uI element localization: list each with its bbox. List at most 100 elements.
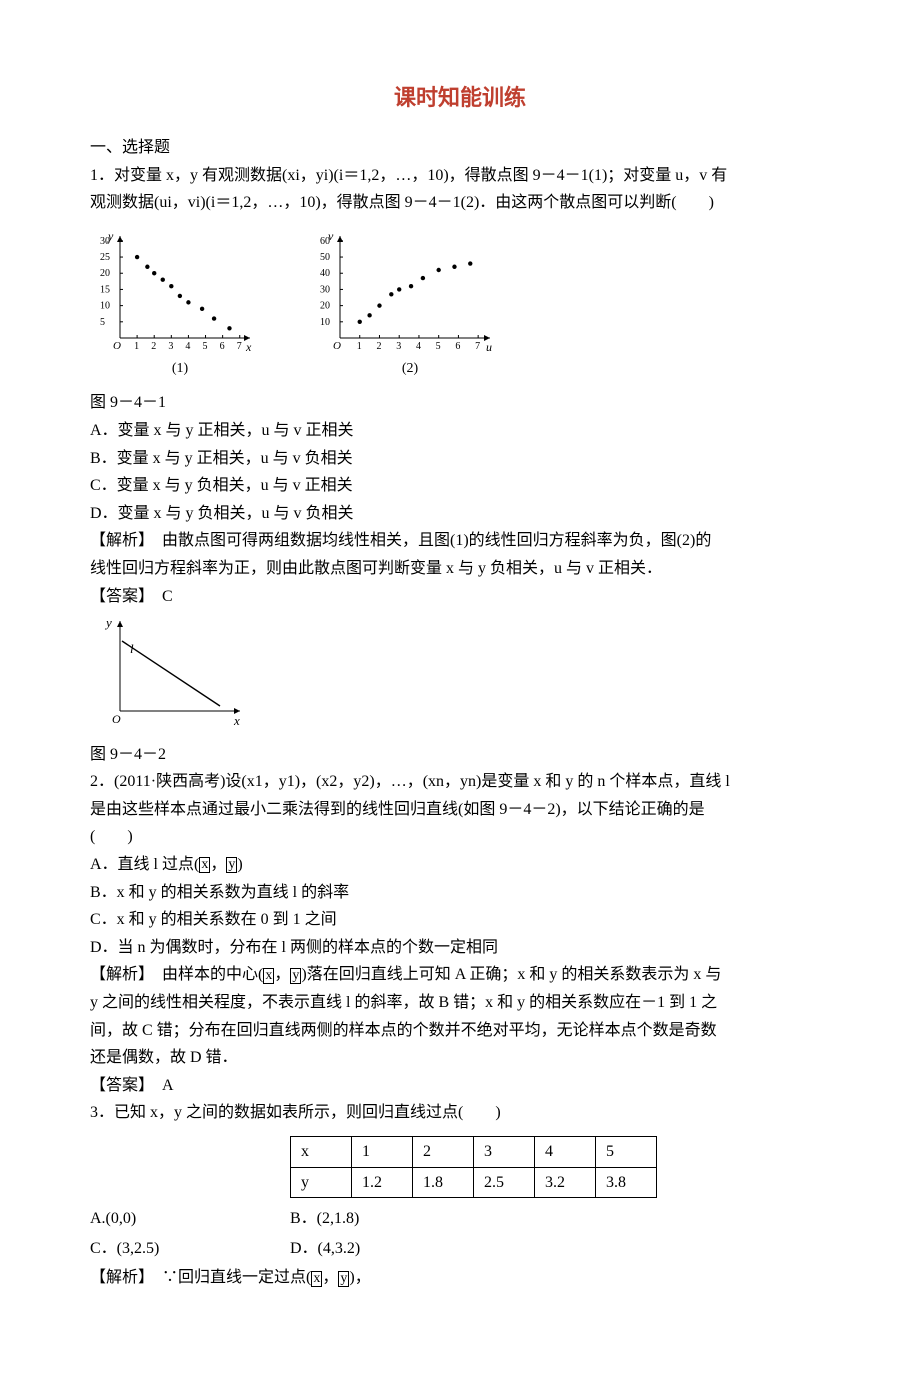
q2-expl-a-post: )落在回归直线上可知 A 正确；x 和 y 的相关系数表示为 x 与: [301, 966, 721, 983]
q3-expl-post: )，: [349, 1269, 370, 1286]
q1-option-c: C．变量 x 与 y 负相关，u 与 v 正相关: [90, 473, 830, 499]
cell: 2: [413, 1137, 474, 1168]
scatter-figure-row: 123456751015202530Oxy (1) 12345671020304…: [90, 226, 830, 380]
q3-stem: 3．已知 x，y 之间的数据如表所示，则回归直线过点( ): [90, 1100, 830, 1126]
svg-text:y: y: [104, 615, 112, 630]
q2-stem-line3: ( ): [90, 824, 830, 850]
cell: 1: [352, 1137, 413, 1168]
q3-explanation: 【解析】 ∵回归直线一定过点(x，y)，: [90, 1265, 830, 1291]
svg-text:4: 4: [185, 341, 190, 352]
svg-text:6: 6: [455, 341, 460, 352]
xbar-glyph: x: [311, 1271, 322, 1287]
q2-optA-post: ): [237, 856, 242, 873]
q2-option-b: B．x 和 y 的相关系数为直线 l 的斜率: [90, 880, 830, 906]
q2-expl-a-pre: 【解析】 由样本的中心(: [90, 966, 263, 983]
q3-expl-pre: 【解析】 ∵回归直线一定过点(: [90, 1269, 311, 1286]
svg-text:5: 5: [100, 317, 105, 328]
svg-text:25: 25: [100, 252, 110, 263]
q2-explanation-2: y 之间的线性相关程度，不表示直线 l 的斜率，故 B 错；x 和 y 的相关系…: [90, 990, 830, 1016]
q3-data-table: x 1 2 3 4 5 y 1.2 1.8 2.5 3.2 3.8: [290, 1136, 657, 1198]
q2-option-a: A．直线 l 过点(x，y): [90, 852, 830, 878]
svg-text:10: 10: [320, 317, 330, 328]
svg-text:3: 3: [168, 341, 173, 352]
svg-text:6: 6: [220, 341, 225, 352]
svg-text:u: u: [486, 340, 492, 354]
q1-stem-line1: 1．对变量 x，y 有观测数据(xi，yi)(i＝1,2，…，10)，得散点图 …: [90, 163, 830, 189]
ybar-glyph: y: [338, 1271, 349, 1287]
svg-text:50: 50: [320, 252, 330, 263]
q1-option-b: B．变量 x 与 y 正相关，u 与 v 负相关: [90, 446, 830, 472]
q1-answer: 【答案】 C: [90, 584, 830, 610]
comma: ，: [322, 1269, 338, 1286]
svg-text:2: 2: [376, 341, 381, 352]
q2-answer: 【答案】 A: [90, 1073, 830, 1099]
svg-text:x: x: [233, 713, 240, 728]
scatter-2-caption: (2): [402, 358, 418, 380]
svg-text:O: O: [333, 340, 341, 352]
ybar-glyph: y: [290, 968, 301, 984]
svg-text:40: 40: [320, 268, 330, 279]
svg-text:5: 5: [436, 341, 441, 352]
q2-stem-line1: 2．(2011·陕西高考)设(x1，y1)，(x2，y2)，…，(xn，yn)是…: [90, 769, 830, 795]
q1-figure-label: 图 9－4－1: [90, 390, 830, 416]
cell: 3.2: [535, 1167, 596, 1198]
q2-explanation-1: 【解析】 由样本的中心(x，y)落在回归直线上可知 A 正确；x 和 y 的相关…: [90, 962, 830, 988]
svg-text:7: 7: [475, 341, 480, 352]
q2-option-d: D．当 n 为偶数时，分布在 l 两侧的样本点的个数一定相同: [90, 935, 830, 961]
page-title: 课时知能训练: [90, 80, 830, 115]
svg-text:O: O: [113, 340, 121, 352]
scatter-1-caption: (1): [172, 358, 188, 380]
table-row: y 1.2 1.8 2.5 3.2 3.8: [291, 1167, 657, 1198]
xbar-glyph: x: [263, 968, 274, 984]
cell: 4: [535, 1137, 596, 1168]
scatter-2-svg: 1234567102030405060Ouv: [310, 226, 510, 356]
svg-text:l: l: [130, 641, 134, 656]
scatter-chart-2: 1234567102030405060Ouv (2): [310, 226, 510, 380]
svg-text:1: 1: [357, 341, 362, 352]
cell: 1.2: [352, 1167, 413, 1198]
cell: x: [291, 1137, 352, 1168]
comma: ，: [210, 856, 226, 873]
cell: 1.8: [413, 1167, 474, 1198]
q1-explanation-1: 【解析】 由散点图可得两组数据均线性相关，且图(1)的线性回归方程斜率为负，图(…: [90, 528, 830, 554]
svg-text:4: 4: [416, 341, 421, 352]
q2-optA-pre: A．直线 l 过点(: [90, 856, 199, 873]
svg-text:20: 20: [320, 301, 330, 312]
q3-option-a: A.(0,0): [90, 1206, 290, 1232]
svg-text:7: 7: [237, 341, 242, 352]
q2-explanation-4: 还是偶数，故 D 错．: [90, 1045, 830, 1071]
cell: 3.8: [596, 1167, 657, 1198]
svg-text:O: O: [112, 712, 121, 726]
cell: y: [291, 1167, 352, 1198]
q2-option-c: C．x 和 y 的相关系数在 0 到 1 之间: [90, 907, 830, 933]
svg-text:20: 20: [100, 268, 110, 279]
cell: 5: [596, 1137, 657, 1168]
svg-text:3: 3: [396, 341, 401, 352]
q2-stem-line2: 是由这些样本点通过最小二乘法得到的线性回归直线(如图 9－4－2)，以下结论正确…: [90, 797, 830, 823]
svg-text:15: 15: [100, 284, 110, 295]
comma: ，: [274, 966, 290, 983]
svg-text:x: x: [245, 340, 252, 354]
cell: 3: [474, 1137, 535, 1168]
svg-text:30: 30: [320, 284, 330, 295]
ybar-glyph: y: [226, 857, 237, 873]
line-chart: Ox y l: [90, 611, 830, 740]
xbar-glyph: x: [199, 857, 210, 873]
scatter-1-svg: 123456751015202530Oxy: [90, 226, 270, 356]
q1-stem-line2: 观测数据(ui，vi)(i＝1,2，…，10)，得散点图 9－4－1(2)．由这…: [90, 190, 830, 216]
q3-option-c: C．(3,2.5): [90, 1236, 290, 1262]
q3-option-b: B．(2,1.8): [290, 1206, 359, 1232]
svg-text:1: 1: [134, 341, 139, 352]
q2-figure-label: 图 9－4－2: [90, 742, 830, 768]
svg-text:5: 5: [203, 341, 208, 352]
q1-option-a: A．变量 x 与 y 正相关，u 与 v 正相关: [90, 418, 830, 444]
line-chart-svg: Ox y l: [90, 611, 250, 731]
q2-explanation-3: 间，故 C 错；分布在回归直线两侧的样本点的个数并不绝对平均，无论样本点个数是奇…: [90, 1018, 830, 1044]
svg-text:10: 10: [100, 301, 110, 312]
scatter-chart-1: 123456751015202530Oxy (1): [90, 226, 270, 380]
q1-option-d: D．变量 x 与 y 负相关，u 与 v 负相关: [90, 501, 830, 527]
cell: 2.5: [474, 1167, 535, 1198]
q3-option-d: D．(4,3.2): [290, 1236, 360, 1262]
q1-explanation-2: 线性回归方程斜率为正，则由此散点图可判断变量 x 与 y 负相关，u 与 v 正…: [90, 556, 830, 582]
svg-text:2: 2: [151, 341, 156, 352]
